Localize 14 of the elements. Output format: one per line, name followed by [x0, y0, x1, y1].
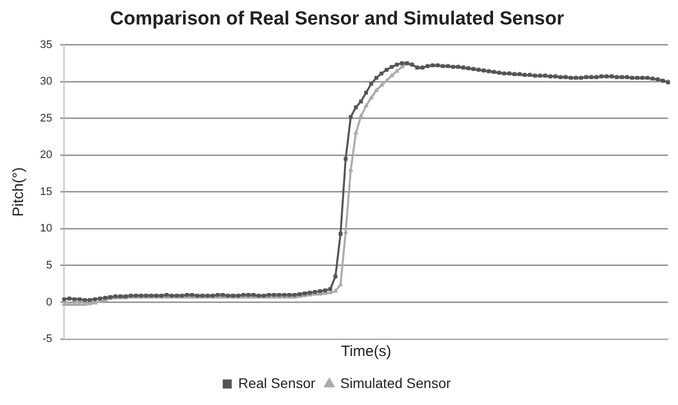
y-tick-label: 25 [40, 112, 52, 124]
y-tick-label: -5 [42, 333, 52, 346]
y-tick-label: 35 [40, 38, 52, 51]
y-tick-label: 5 [46, 259, 52, 272]
x-axis-title: Time(s) [340, 343, 392, 360]
legend-label: Simulated Sensor [340, 374, 452, 391]
y-tick-label: 15 [40, 186, 52, 198]
y-tick-label: 0 [46, 296, 52, 308]
chart-title: Comparison of Real Sensor and Simulated Sensor [110, 8, 565, 30]
y-tick-label: 20 [40, 149, 52, 162]
y-axis-title: Pitch(°) [10, 167, 28, 217]
y-tick-label: 10 [40, 222, 52, 235]
y-tick-label: 30 [40, 76, 52, 88]
legend-label: Real Sensor [238, 374, 316, 391]
